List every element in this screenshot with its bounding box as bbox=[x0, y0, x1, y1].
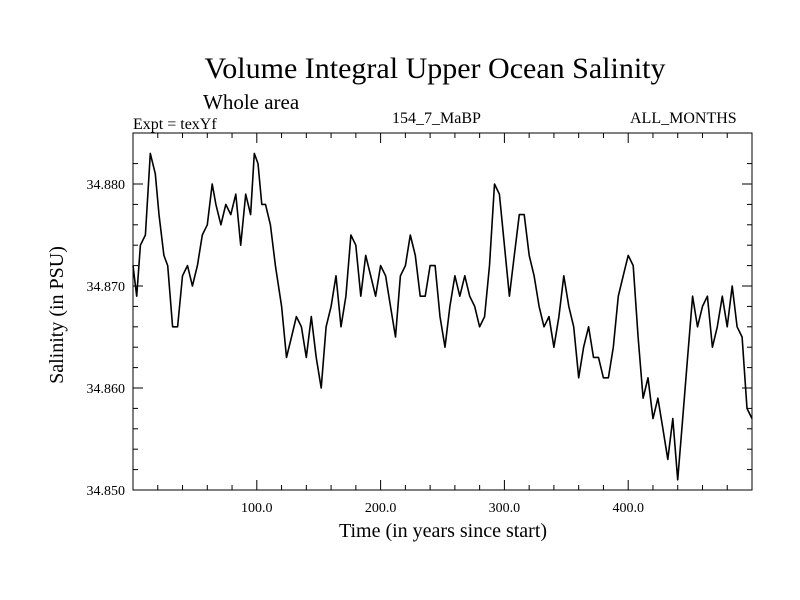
x-axis-label: Time (in years since start) bbox=[339, 520, 547, 542]
y-tick-label: 34.880 bbox=[87, 178, 126, 193]
y-axis-label: Salinity (in PSU) bbox=[46, 246, 68, 384]
x-tick-label: 100.0 bbox=[241, 501, 273, 516]
y-tick-label: 34.850 bbox=[87, 484, 126, 499]
run-label: 154_7_MaBP bbox=[392, 110, 481, 127]
chart-title: Volume Integral Upper Ocean Salinity bbox=[204, 52, 666, 85]
x-tick-label: 200.0 bbox=[365, 501, 397, 516]
chart-subtitle: Whole area bbox=[203, 90, 300, 114]
x-tick-label: 300.0 bbox=[489, 501, 521, 516]
y-tick-label: 34.870 bbox=[87, 280, 126, 295]
salinity-series-line bbox=[132, 152, 753, 481]
x-tick-label: 400.0 bbox=[612, 501, 644, 516]
y-tick-label: 34.860 bbox=[87, 382, 126, 397]
season-label: ALL_MONTHS bbox=[630, 110, 737, 127]
plot-frame bbox=[132, 132, 753, 491]
experiment-label: Expt = texYf bbox=[133, 116, 217, 133]
